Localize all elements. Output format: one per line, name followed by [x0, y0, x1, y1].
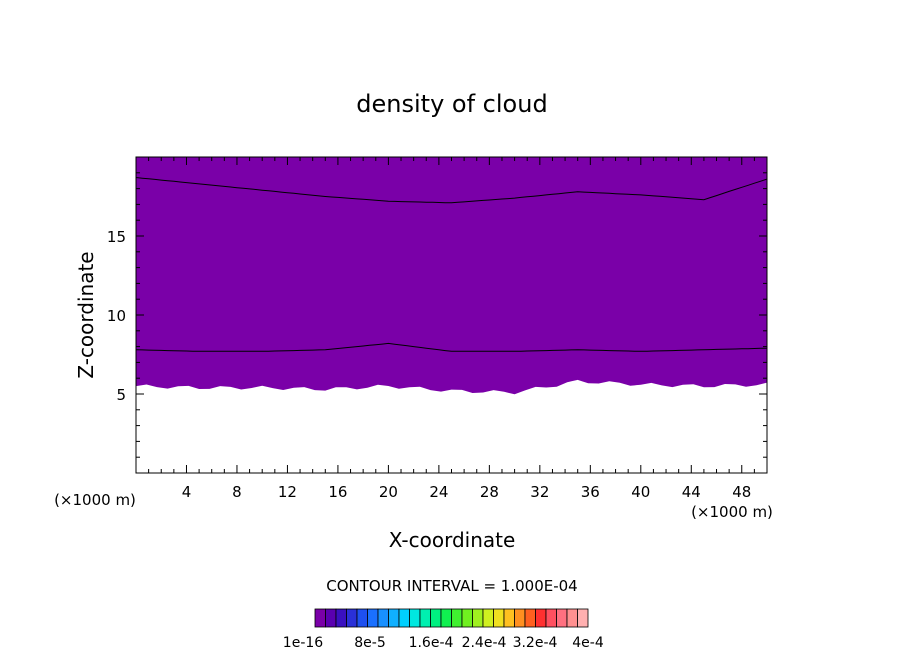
x-unit-left: (×1000 m) [54, 491, 136, 509]
x-tick-label: 4 [182, 483, 192, 501]
colorbar-swatch [545, 608, 557, 628]
contour-lines [136, 177, 767, 352]
colorbar-labels: 1e-16 8e-5 1.6e-4 2.4e-4 3.2e-4 4e-4 [283, 635, 604, 651]
colorbar-swatch [524, 608, 536, 628]
x-tick-label: 28 [480, 483, 499, 501]
colorbar-swatch [503, 608, 515, 628]
colorbar-tick-label: 1.6e-4 [409, 635, 454, 651]
colorbar-tick-label: 8e-5 [354, 635, 385, 651]
colorbar-swatch [325, 608, 337, 628]
contour-line [136, 177, 767, 204]
colorbar-swatch [514, 608, 526, 628]
x-axis-label: X-coordinate [389, 528, 516, 552]
x-tick-label: 20 [379, 483, 398, 501]
y-tick-label: 15 [107, 228, 126, 246]
colorbar-swatch [398, 608, 410, 628]
x-tick-label: 32 [530, 483, 549, 501]
colorbar-tick-label: 4e-4 [572, 635, 604, 651]
colorbar-swatch [566, 608, 578, 628]
x-axis-ticks: 4 8 12 16 20 24 28 32 36 40 44 48 [148, 157, 755, 501]
colorbar-swatch [556, 608, 568, 628]
contour-line [136, 342, 767, 352]
colorbar-swatch [493, 608, 505, 628]
colorbar-swatch [377, 608, 389, 628]
y-axis-label: Z-coordinate [74, 251, 98, 378]
x-tick-label: 36 [581, 483, 600, 501]
colorbar-swatch [535, 608, 547, 628]
colorbar-swatch [451, 608, 463, 628]
colorbar-tick-label: 1e-16 [283, 635, 323, 651]
x-tick-label: 24 [429, 483, 448, 501]
colorbar-swatch [461, 608, 473, 628]
colorbar-swatch [314, 608, 326, 628]
colorbar-swatch [335, 608, 347, 628]
colorbar-swatch [472, 608, 484, 628]
contour-band [136, 157, 767, 395]
x-tick-label: 44 [682, 483, 701, 501]
colorbar [314, 608, 589, 628]
chart-title: density of cloud [356, 90, 547, 118]
x-tick-label: 12 [278, 483, 297, 501]
y-tick-label: 10 [107, 307, 126, 325]
x-tick-label: 8 [232, 483, 242, 501]
colorbar-swatch [356, 608, 368, 628]
colorbar-swatch [440, 608, 452, 628]
colorbar-swatch [367, 608, 379, 628]
colorbar-swatch [482, 608, 494, 628]
colorbar-swatch [577, 608, 589, 628]
x-tick-label: 48 [732, 483, 751, 501]
colorbar-swatch [409, 608, 421, 628]
colorbar-swatch [346, 608, 358, 628]
contour-interval-label: CONTOUR INTERVAL = 1.000E-04 [326, 577, 577, 595]
colorbar-swatch [430, 608, 442, 628]
colorbar-swatch [419, 608, 431, 628]
colorbar-swatch [388, 608, 400, 628]
colorbar-tick-label: 2.4e-4 [462, 635, 507, 651]
colorbar-tick-label: 3.2e-4 [513, 635, 558, 651]
y-axis-ticks: 5 10 15 [107, 172, 767, 458]
contour-bands [136, 157, 767, 395]
y-tick-label: 5 [116, 386, 126, 404]
x-tick-label: 16 [328, 483, 347, 501]
x-tick-label: 40 [631, 483, 650, 501]
x-unit-right: (×1000 m) [691, 503, 773, 521]
